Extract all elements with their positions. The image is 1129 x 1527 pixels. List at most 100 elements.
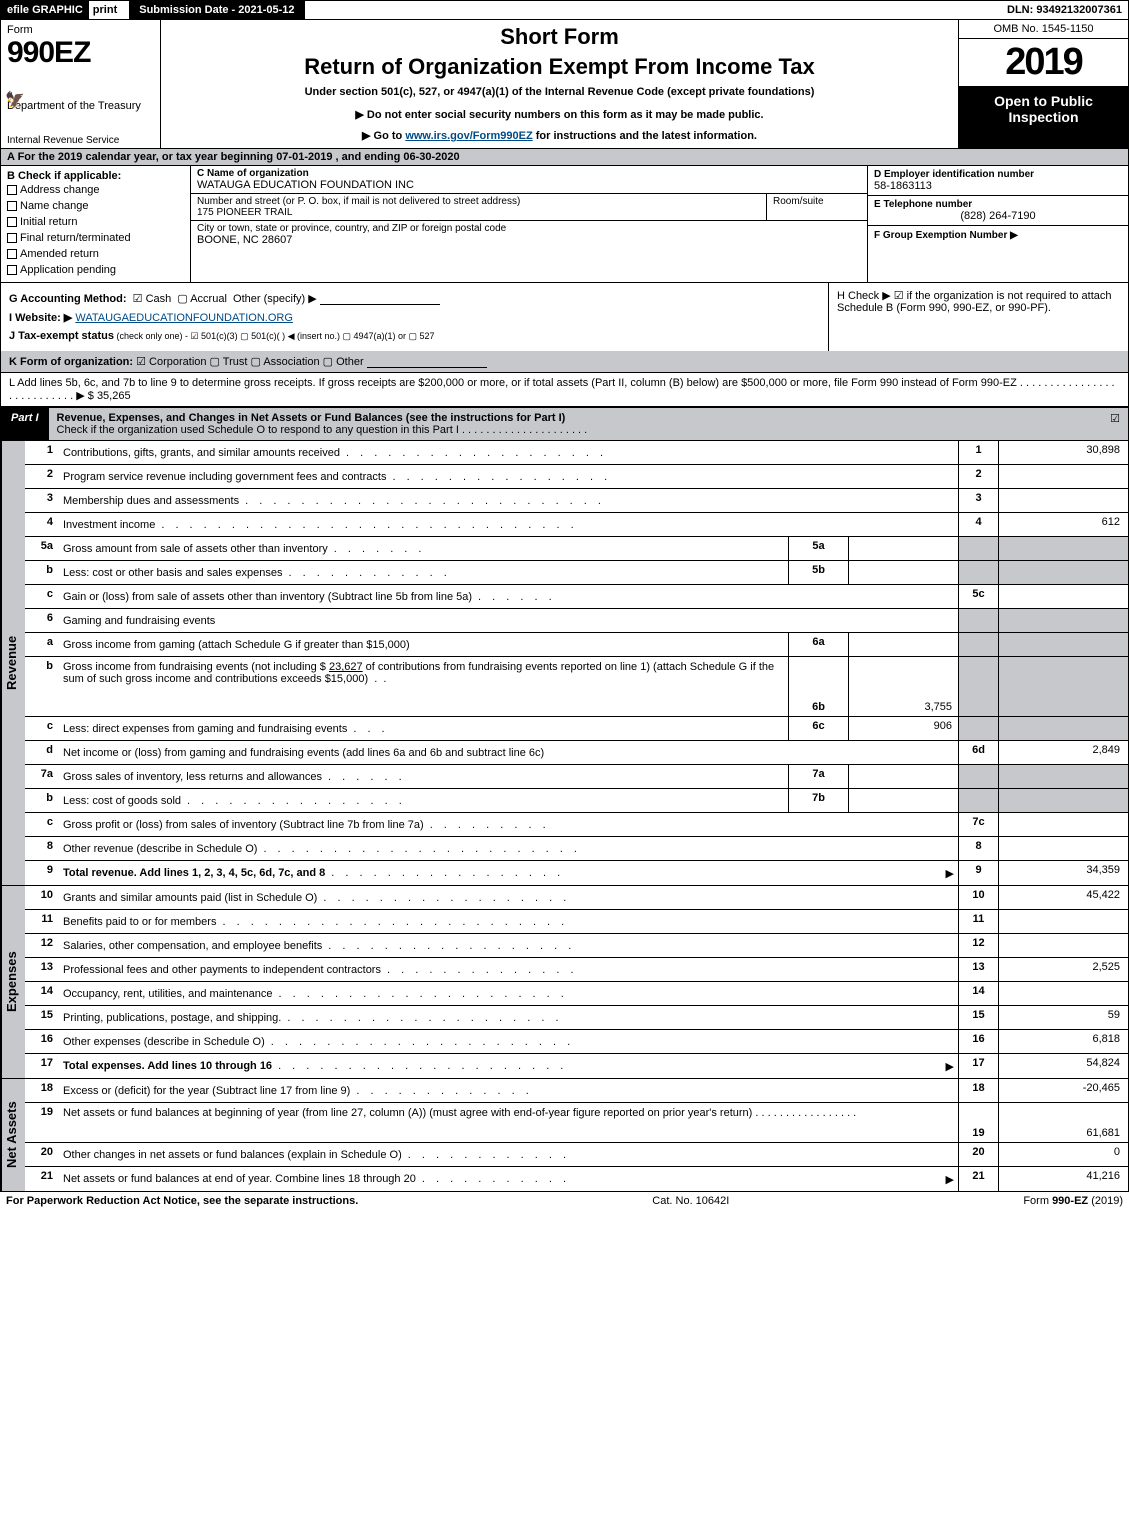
net-assets-tab: Net Assets (1, 1079, 25, 1191)
address-row: Number and street (or P. O. box, if mail… (191, 194, 867, 221)
line-rnum (958, 789, 998, 812)
line-rnum (958, 765, 998, 788)
dots: . . . . . . . . . . . . . . . . . . . . … (257, 843, 954, 855)
dots: . . . (347, 723, 784, 735)
k-label: K Form of organization: (9, 356, 133, 368)
room-cell: Room/suite (767, 194, 867, 220)
line-rval (998, 489, 1128, 512)
line-num: 16 (25, 1030, 59, 1053)
box-l: L Add lines 5b, 6c, and 7b to line 9 to … (0, 373, 1129, 407)
box-d: D Employer identification number 58-1863… (868, 166, 1128, 196)
arrow-icon: ▶ (946, 867, 954, 880)
line-num: 11 (25, 910, 59, 933)
form-header: Form 990EZ 🦅 Department of the Treasury … (0, 20, 1129, 149)
line-rval: 0 (998, 1143, 1128, 1166)
arrow-icon: ▶ (946, 1173, 954, 1186)
net-assets-section: Net Assets 18 Excess or (deficit) for th… (0, 1079, 1129, 1192)
top-bar: efile GRAPHIC print Submission Date - 20… (0, 0, 1129, 20)
box-j: J Tax-exempt status (check only one) - ☑… (9, 327, 820, 345)
form-number: 990EZ (7, 36, 154, 70)
goto-link[interactable]: www.irs.gov/Form990EZ (405, 130, 532, 142)
city-label: City or town, state or province, country… (197, 223, 861, 234)
line-num: 7a (25, 765, 59, 788)
org-name-value: WATAUGA EDUCATION FOUNDATION INC (197, 179, 861, 191)
department-label: Department of the Treasury (7, 100, 154, 112)
box-b-title: B Check if applicable: (7, 170, 184, 182)
line-rval (998, 585, 1128, 608)
line-rval: 6,818 (998, 1030, 1128, 1053)
line-num: c (25, 585, 59, 608)
goto-pre: ▶ Go to (362, 130, 405, 142)
ein-value: 58-1863113 (874, 180, 1122, 192)
check-initial-return[interactable]: Initial return (7, 214, 184, 230)
check-label: Initial return (20, 216, 77, 228)
sub-num: 5b (788, 561, 848, 584)
efile-badge: efile GRAPHIC (1, 1, 89, 19)
line-desc: Less: direct expenses from gaming and fu… (63, 723, 347, 735)
dots: . . . . . . . . . . . . . . (381, 964, 954, 976)
street-cell: Number and street (or P. O. box, if mail… (191, 194, 767, 220)
line-desc: Net assets or fund balances at beginning… (63, 1107, 752, 1119)
line-desc: Total revenue. Add lines 1, 2, 3, 4, 5c,… (63, 867, 325, 879)
page-footer: For Paperwork Reduction Act Notice, see … (0, 1192, 1129, 1210)
website-link[interactable]: WATAUGAEDUCATIONFOUNDATION.ORG (75, 312, 293, 324)
part-1-title-text: Revenue, Expenses, and Changes in Net As… (57, 412, 566, 424)
ssn-warning: ▶ Do not enter social security numbers o… (171, 108, 948, 121)
expenses-tab: Expenses (1, 886, 25, 1078)
line-desc: Contributions, gifts, grants, and simila… (63, 447, 340, 459)
line-rval: 45,422 (998, 886, 1128, 909)
check-final-return[interactable]: Final return/terminated (7, 230, 184, 246)
line-rnum: 4 (958, 513, 998, 536)
room-label: Room/suite (773, 196, 861, 207)
sub-val (848, 633, 958, 656)
line-desc: Membership dues and assessments (63, 495, 239, 507)
dots: . . . . . . . . . . . . . . . . . . . . … (239, 495, 954, 507)
line-5b: b Less: cost or other basis and sales ex… (25, 561, 1128, 585)
line-rval (998, 789, 1128, 812)
title-return: Return of Organization Exempt From Incom… (171, 54, 948, 80)
line-num: 20 (25, 1143, 59, 1166)
line-7b: b Less: cost of goods sold. . . . . . . … (25, 789, 1128, 813)
sub-val: 3,755 (848, 657, 958, 716)
header-right: OMB No. 1545-1150 2019 Open to Public In… (958, 20, 1128, 148)
check-application-pending[interactable]: Application pending (7, 262, 184, 278)
g-other-blank (320, 293, 440, 305)
line-6c: c Less: direct expenses from gaming and … (25, 717, 1128, 741)
j-label: J Tax-exempt status (9, 330, 114, 342)
line-rval (998, 813, 1128, 836)
i-label: I Website: ▶ (9, 312, 72, 324)
dots: . . . . . . . . . . . . . . . . . (325, 867, 945, 879)
line-desc: Salaries, other compensation, and employ… (63, 940, 322, 952)
line-rval (998, 609, 1128, 632)
print-link[interactable]: print (89, 4, 121, 16)
line-desc: Occupancy, rent, utilities, and maintena… (63, 988, 273, 1000)
check-amended-return[interactable]: Amended return (7, 246, 184, 262)
line-desc: Other changes in net assets or fund bala… (63, 1149, 402, 1161)
box-i: I Website: ▶ WATAUGAEDUCATIONFOUNDATION.… (9, 308, 820, 327)
sub-num: 6b (788, 657, 848, 716)
line-desc: Other revenue (describe in Schedule O) (63, 843, 257, 855)
line-num: 1 (25, 441, 59, 464)
line-20: 20 Other changes in net assets or fund b… (25, 1143, 1128, 1167)
line-rnum: 2 (958, 465, 998, 488)
check-name-change[interactable]: Name change (7, 198, 184, 214)
line-rval: 34,359 (998, 861, 1128, 885)
line-desc: Other expenses (describe in Schedule O) (63, 1036, 265, 1048)
line-desc: Gain or (loss) from sale of assets other… (63, 591, 472, 603)
line-6b: b Gross income from fundraising events (… (25, 657, 1128, 717)
omb-number: OMB No. 1545-1150 (959, 20, 1128, 39)
revenue-lines: 1 Contributions, gifts, grants, and simi… (25, 441, 1128, 885)
check-address-change[interactable]: Address change (7, 182, 184, 198)
line-num: c (25, 813, 59, 836)
line-rnum (958, 561, 998, 584)
line-rnum (958, 717, 998, 740)
check-label: Amended return (20, 248, 99, 260)
line-7a: 7a Gross sales of inventory, less return… (25, 765, 1128, 789)
period-row: A For the 2019 calendar year, or tax yea… (0, 149, 1129, 166)
dots: . . . . . . (472, 591, 954, 603)
footer-left: For Paperwork Reduction Act Notice, see … (6, 1195, 358, 1207)
line-num: 12 (25, 934, 59, 957)
part-1-checkbox[interactable]: ☑ (1102, 408, 1128, 440)
city-value: BOONE, NC 28607 (197, 234, 861, 246)
entity-block: B Check if applicable: Address change Na… (0, 166, 1129, 283)
